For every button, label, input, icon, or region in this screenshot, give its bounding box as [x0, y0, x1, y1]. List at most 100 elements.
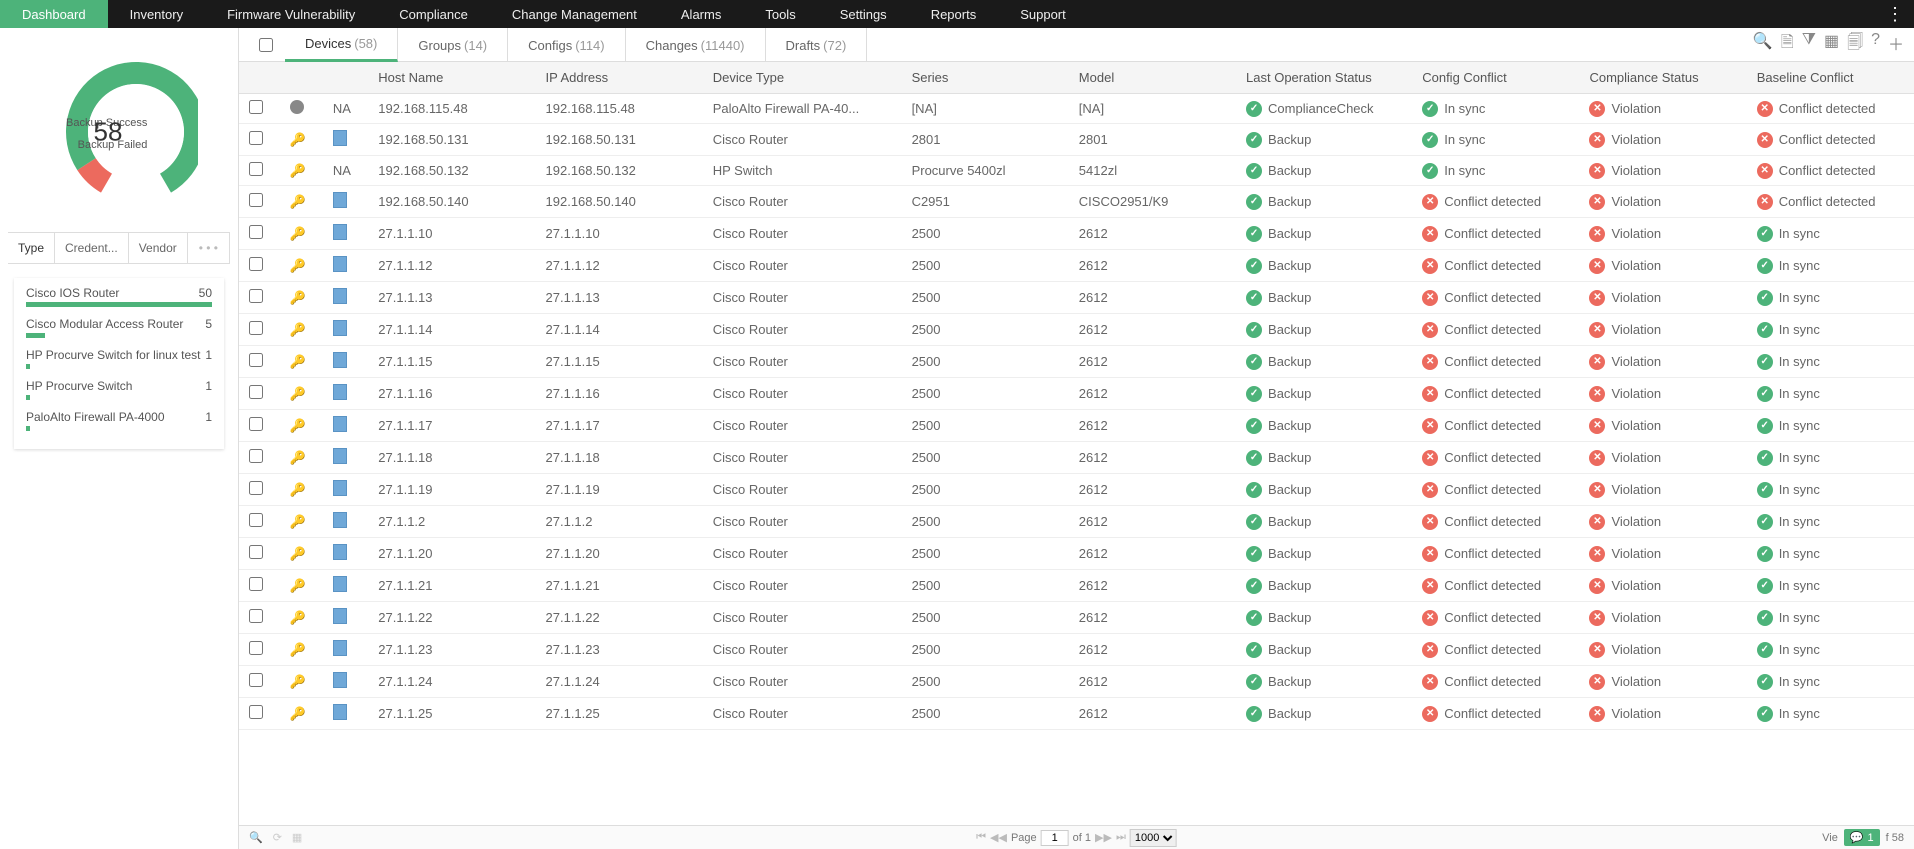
first-page-icon[interactable]: ⏮: [976, 831, 986, 844]
table-row[interactable]: 🔑27.1.1.1427.1.1.14Cisco Router25002612✓…: [239, 314, 1914, 346]
footer-refresh-icon[interactable]: ⟳: [273, 831, 282, 844]
table-row[interactable]: 🔑27.1.1.227.1.1.2Cisco Router25002612✓Ba…: [239, 506, 1914, 538]
nav-dashboard[interactable]: Dashboard: [0, 0, 108, 28]
col-Series[interactable]: Series: [902, 62, 1069, 94]
sidebar-tab-type[interactable]: Type: [8, 233, 55, 263]
table-row[interactable]: 🔑27.1.1.1727.1.1.17Cisco Router25002612✓…: [239, 410, 1914, 442]
table-row[interactable]: 🔑27.1.1.1627.1.1.16Cisco Router25002612✓…: [239, 378, 1914, 410]
col-IP Address[interactable]: IP Address: [536, 62, 703, 94]
footer-search-icon[interactable]: 🔍: [249, 831, 263, 844]
col-Last Operation Status[interactable]: Last Operation Status: [1236, 62, 1412, 94]
table-row[interactable]: 🔑27.1.1.2227.1.1.22Cisco Router25002612✓…: [239, 602, 1914, 634]
footer-badge[interactable]: 💬1: [1844, 829, 1880, 846]
tab-changes[interactable]: Changes (11440): [626, 28, 766, 62]
nav-tools[interactable]: Tools: [743, 0, 817, 28]
col-Baseline Conflict[interactable]: Baseline Conflict: [1747, 62, 1914, 94]
next-page-icon[interactable]: ▶▶: [1095, 831, 1112, 844]
help-icon[interactable]: ?: [1871, 31, 1880, 58]
kebab-menu-icon[interactable]: ⋮: [1886, 4, 1904, 25]
key-icon: 🔑: [290, 258, 306, 273]
row-checkbox[interactable]: [249, 641, 263, 655]
col-icon1[interactable]: [280, 62, 323, 94]
doc-icon: [333, 704, 347, 720]
table-row[interactable]: 🔑27.1.1.1527.1.1.15Cisco Router25002612✓…: [239, 346, 1914, 378]
type-row[interactable]: HP Procurve Switch1: [26, 379, 212, 400]
table-row[interactable]: 🔑27.1.1.2527.1.1.25Cisco Router25002612✓…: [239, 698, 1914, 730]
row-checkbox[interactable]: [249, 162, 263, 176]
page-size-select[interactable]: 1000: [1130, 829, 1177, 847]
nav-inventory[interactable]: Inventory: [108, 0, 205, 28]
sidebar-tab-credent[interactable]: Credent...: [55, 233, 129, 263]
doc-icon: [333, 224, 347, 240]
type-row[interactable]: Cisco Modular Access Router5: [26, 317, 212, 338]
table-row[interactable]: 🔑27.1.1.1327.1.1.13Cisco Router25002612✓…: [239, 282, 1914, 314]
type-row[interactable]: Cisco IOS Router50: [26, 286, 212, 307]
row-checkbox[interactable]: [249, 705, 263, 719]
table-row[interactable]: NA192.168.115.48192.168.115.48PaloAlto F…: [239, 94, 1914, 124]
col-icon0[interactable]: [239, 62, 280, 94]
add-icon[interactable]: ＋: [1888, 31, 1904, 58]
footer-grid-icon[interactable]: ▦: [292, 831, 302, 844]
nav-reports[interactable]: Reports: [909, 0, 999, 28]
row-checkbox[interactable]: [249, 673, 263, 687]
row-checkbox[interactable]: [249, 513, 263, 527]
table-row[interactable]: 🔑27.1.1.2027.1.1.20Cisco Router25002612✓…: [239, 538, 1914, 570]
row-checkbox[interactable]: [249, 131, 263, 145]
nav-change-management[interactable]: Change Management: [490, 0, 659, 28]
nav-firmware-vulnerability[interactable]: Firmware Vulnerability: [205, 0, 377, 28]
tab-devices[interactable]: Devices (58): [285, 28, 398, 62]
select-all-header-checkbox[interactable]: [259, 38, 273, 52]
table-row[interactable]: 🔑27.1.1.2127.1.1.21Cisco Router25002612✓…: [239, 570, 1914, 602]
table-row[interactable]: 🔑27.1.1.2427.1.1.24Cisco Router25002612✓…: [239, 666, 1914, 698]
last-page-icon[interactable]: ⏭: [1116, 831, 1126, 844]
report-icon[interactable]: 🗐: [1847, 31, 1863, 58]
na-text: NA: [333, 163, 351, 178]
columns-icon[interactable]: ▦: [1824, 31, 1839, 58]
row-checkbox[interactable]: [249, 257, 263, 271]
type-row[interactable]: HP Procurve Switch for linux test1: [26, 348, 212, 369]
row-checkbox[interactable]: [249, 225, 263, 239]
table-row[interactable]: 🔑27.1.1.2327.1.1.23Cisco Router25002612✓…: [239, 634, 1914, 666]
export-pdf-icon[interactable]: 🗎: [1781, 31, 1794, 58]
tab-drafts[interactable]: Drafts (72): [766, 28, 868, 62]
sidebar: Backup Success Backup Failed 58 TypeCred…: [0, 28, 239, 849]
row-checkbox[interactable]: [249, 449, 263, 463]
sidebar-tab-more[interactable]: • • •: [188, 233, 230, 263]
col-Device Type[interactable]: Device Type: [703, 62, 902, 94]
table-row[interactable]: 🔑192.168.50.140192.168.50.140Cisco Route…: [239, 186, 1914, 218]
col-Config Conflict[interactable]: Config Conflict: [1412, 62, 1579, 94]
row-checkbox[interactable]: [249, 321, 263, 335]
row-checkbox[interactable]: [249, 385, 263, 399]
row-checkbox[interactable]: [249, 193, 263, 207]
type-row[interactable]: PaloAlto Firewall PA-40001: [26, 410, 212, 431]
table-row[interactable]: 🔑27.1.1.1027.1.1.10Cisco Router25002612✓…: [239, 218, 1914, 250]
row-checkbox[interactable]: [249, 353, 263, 367]
row-checkbox[interactable]: [249, 100, 263, 114]
page-input[interactable]: [1041, 830, 1069, 846]
row-checkbox[interactable]: [249, 545, 263, 559]
tab-configs[interactable]: Configs (114): [508, 28, 625, 62]
tab-groups[interactable]: Groups (14): [398, 28, 508, 62]
row-checkbox[interactable]: [249, 481, 263, 495]
table-row[interactable]: 🔑27.1.1.1927.1.1.19Cisco Router25002612✓…: [239, 474, 1914, 506]
nav-support[interactable]: Support: [998, 0, 1088, 28]
col-Host Name[interactable]: Host Name: [368, 62, 535, 94]
search-icon[interactable]: 🔍: [1753, 31, 1773, 58]
col-Compliance Status[interactable]: Compliance Status: [1579, 62, 1746, 94]
nav-compliance[interactable]: Compliance: [377, 0, 490, 28]
row-checkbox[interactable]: [249, 289, 263, 303]
row-checkbox[interactable]: [249, 417, 263, 431]
nav-settings[interactable]: Settings: [818, 0, 909, 28]
prev-page-icon[interactable]: ◀◀: [990, 831, 1007, 844]
row-checkbox[interactable]: [249, 577, 263, 591]
table-row[interactable]: 🔑NA192.168.50.132192.168.50.132HP Switch…: [239, 156, 1914, 186]
sidebar-tab-vendor[interactable]: Vendor: [129, 233, 188, 263]
row-checkbox[interactable]: [249, 609, 263, 623]
table-row[interactable]: 🔑27.1.1.1827.1.1.18Cisco Router25002612✓…: [239, 442, 1914, 474]
table-row[interactable]: 🔑192.168.50.131192.168.50.131Cisco Route…: [239, 124, 1914, 156]
nav-alarms[interactable]: Alarms: [659, 0, 743, 28]
filter-icon[interactable]: ⧩: [1802, 31, 1816, 58]
col-Model[interactable]: Model: [1069, 62, 1236, 94]
col-icon2[interactable]: [323, 62, 368, 94]
table-row[interactable]: 🔑27.1.1.1227.1.1.12Cisco Router25002612✓…: [239, 250, 1914, 282]
